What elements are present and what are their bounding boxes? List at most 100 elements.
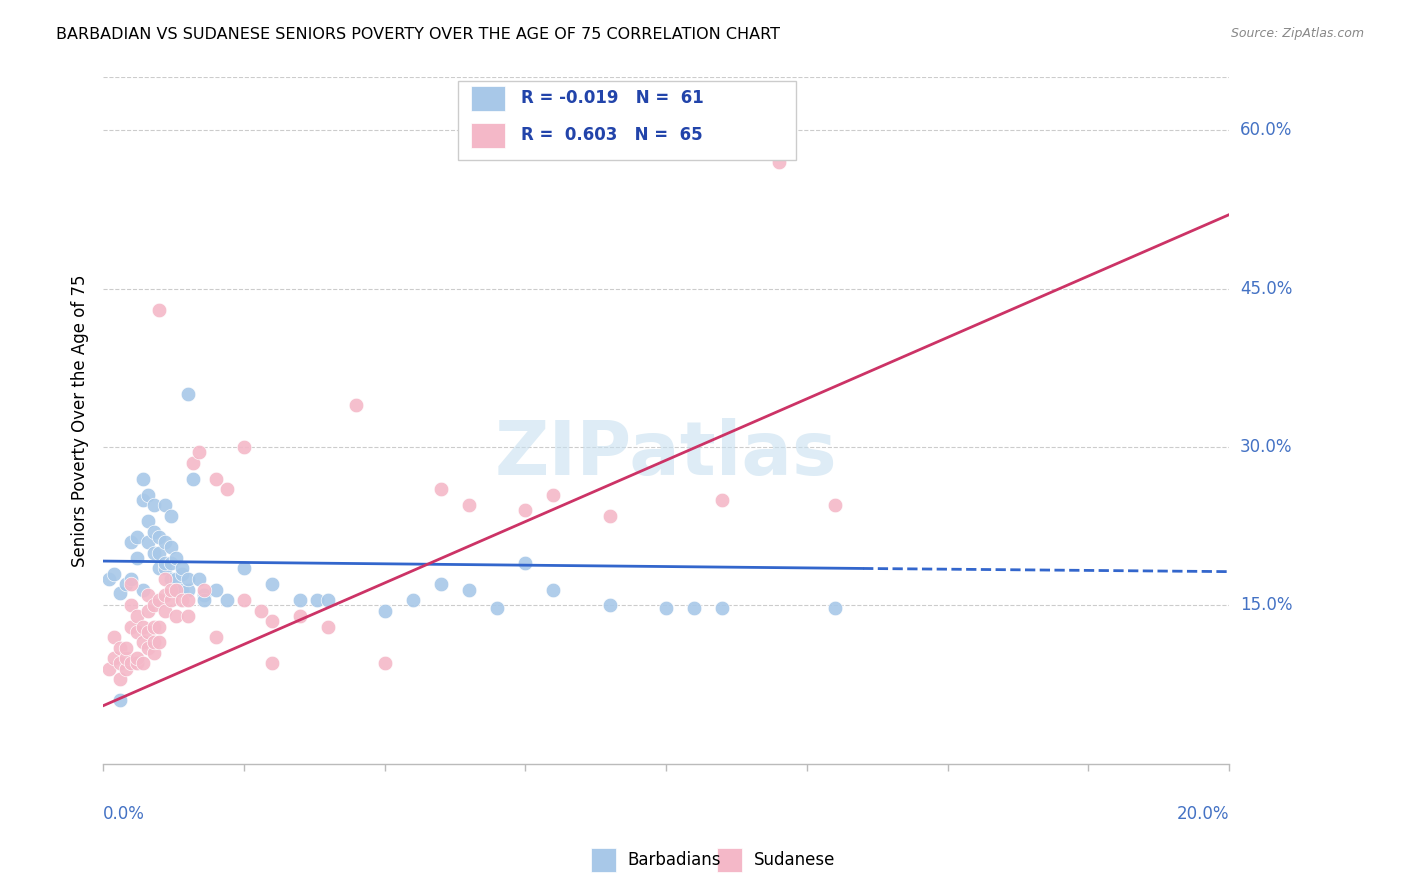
Point [108, 693, 131, 707]
Point [232, 561, 254, 575]
Point [165, 550, 187, 565]
Point [176, 387, 198, 401]
Point [316, 619, 339, 633]
Point [153, 561, 176, 575]
Point [125, 651, 148, 665]
Text: 45.0%: 45.0% [1240, 279, 1292, 298]
Y-axis label: Seniors Poverty Over the Age of 75: Seniors Poverty Over the Age of 75 [72, 275, 89, 567]
Point [103, 651, 125, 665]
Text: R =  0.603   N =  65: R = 0.603 N = 65 [520, 127, 703, 145]
Point [148, 619, 170, 633]
Point [402, 593, 425, 607]
Point [136, 588, 159, 602]
FancyBboxPatch shape [458, 81, 796, 160]
Point [114, 640, 136, 655]
Point [176, 609, 198, 624]
Point [97, 662, 120, 676]
Point [120, 599, 142, 613]
Point [374, 604, 396, 618]
Point [165, 582, 187, 597]
Point [288, 609, 311, 624]
Point [136, 604, 159, 618]
Point [170, 566, 193, 581]
Point [153, 572, 176, 586]
Point [159, 582, 181, 597]
Point [655, 600, 678, 615]
Point [159, 593, 181, 607]
Point [232, 593, 254, 607]
Point [153, 588, 176, 602]
Point [515, 556, 537, 570]
Text: 60.0%: 60.0% [1240, 121, 1292, 139]
Point [346, 398, 368, 412]
Point [204, 630, 226, 644]
Point [374, 657, 396, 671]
Point [125, 550, 148, 565]
Point [165, 609, 187, 624]
Text: 0.0%: 0.0% [103, 805, 145, 823]
Point [131, 635, 153, 649]
Point [125, 624, 148, 639]
Point [288, 593, 311, 607]
Point [120, 619, 142, 633]
Point [193, 588, 215, 602]
Text: Sudanese: Sudanese [754, 851, 835, 870]
Point [142, 498, 165, 512]
Point [125, 530, 148, 544]
Point [316, 593, 339, 607]
Point [136, 514, 159, 528]
Point [120, 577, 142, 591]
Point [153, 556, 176, 570]
Point [148, 635, 170, 649]
Point [170, 561, 193, 575]
Point [430, 483, 453, 497]
Point [181, 472, 204, 486]
Point [260, 657, 283, 671]
Point [148, 593, 170, 607]
Point [176, 582, 198, 597]
Point [114, 651, 136, 665]
Point [136, 624, 159, 639]
Point [458, 498, 481, 512]
Point [148, 546, 170, 560]
Point [486, 600, 509, 615]
Point [193, 582, 215, 597]
Point [187, 572, 209, 586]
Point [136, 535, 159, 549]
Point [97, 572, 120, 586]
Point [543, 487, 565, 501]
Point [136, 640, 159, 655]
Point [142, 635, 165, 649]
Point [170, 582, 193, 597]
Point [599, 508, 621, 523]
Point [103, 630, 125, 644]
Point [136, 487, 159, 501]
Point [176, 593, 198, 607]
Point [249, 604, 271, 618]
Point [683, 600, 706, 615]
Point [125, 657, 148, 671]
Point [142, 619, 165, 633]
Point [204, 472, 226, 486]
Point [159, 556, 181, 570]
Point [232, 440, 254, 454]
Point [515, 503, 537, 517]
Point [599, 599, 621, 613]
Point [153, 498, 176, 512]
Point [103, 566, 125, 581]
Point [165, 582, 187, 597]
Point [131, 492, 153, 507]
Point [120, 657, 142, 671]
Text: 15.0%: 15.0% [1240, 597, 1292, 615]
Point [711, 492, 734, 507]
Point [260, 577, 283, 591]
Point [131, 582, 153, 597]
Point [142, 546, 165, 560]
Point [142, 646, 165, 660]
Text: Source: ZipAtlas.com: Source: ZipAtlas.com [1230, 27, 1364, 40]
Point [159, 572, 181, 586]
Point [181, 456, 204, 470]
Point [142, 524, 165, 539]
Point [108, 657, 131, 671]
Point [711, 600, 734, 615]
